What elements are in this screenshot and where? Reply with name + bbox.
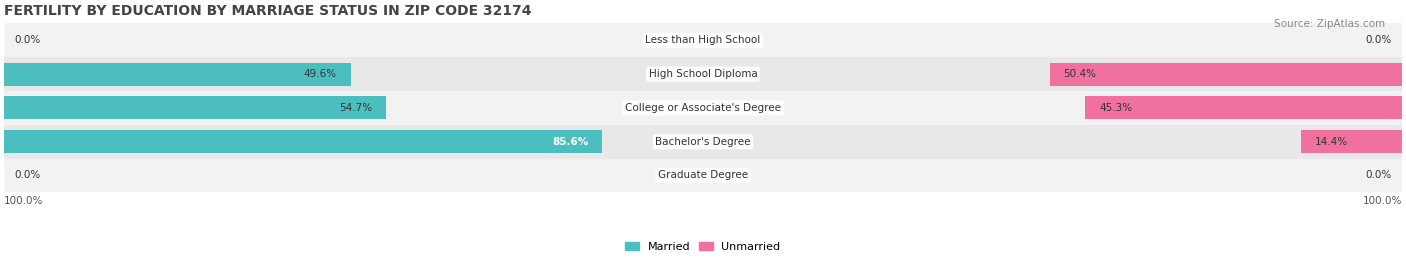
Text: Less than High School: Less than High School — [645, 36, 761, 45]
Text: College or Associate's Degree: College or Associate's Degree — [626, 103, 780, 113]
Bar — [1301, 130, 1402, 153]
Legend: Married, Unmarried: Married, Unmarried — [621, 237, 785, 256]
Text: 100.0%: 100.0% — [1362, 196, 1402, 206]
Bar — [4, 91, 1402, 125]
Bar — [4, 57, 1402, 91]
Bar — [4, 63, 350, 86]
Text: 45.3%: 45.3% — [1099, 103, 1132, 113]
Text: 0.0%: 0.0% — [1365, 36, 1392, 45]
Text: 0.0%: 0.0% — [1365, 171, 1392, 180]
Bar — [1085, 96, 1402, 119]
Bar — [4, 158, 1402, 192]
Text: High School Diploma: High School Diploma — [648, 69, 758, 79]
Text: 0.0%: 0.0% — [14, 171, 41, 180]
Bar — [4, 96, 387, 119]
Text: 85.6%: 85.6% — [553, 137, 588, 147]
Text: 0.0%: 0.0% — [14, 36, 41, 45]
Text: 54.7%: 54.7% — [339, 103, 373, 113]
Text: 100.0%: 100.0% — [4, 196, 44, 206]
Text: 49.6%: 49.6% — [304, 69, 337, 79]
Text: 50.4%: 50.4% — [1063, 69, 1097, 79]
Text: FERTILITY BY EDUCATION BY MARRIAGE STATUS IN ZIP CODE 32174: FERTILITY BY EDUCATION BY MARRIAGE STATU… — [4, 4, 531, 18]
Bar — [4, 130, 602, 153]
Text: 14.4%: 14.4% — [1315, 137, 1348, 147]
Text: Source: ZipAtlas.com: Source: ZipAtlas.com — [1274, 19, 1385, 29]
Bar — [4, 23, 1402, 57]
Bar — [4, 125, 1402, 158]
Text: Graduate Degree: Graduate Degree — [658, 171, 748, 180]
Text: Bachelor's Degree: Bachelor's Degree — [655, 137, 751, 147]
Bar — [1050, 63, 1402, 86]
